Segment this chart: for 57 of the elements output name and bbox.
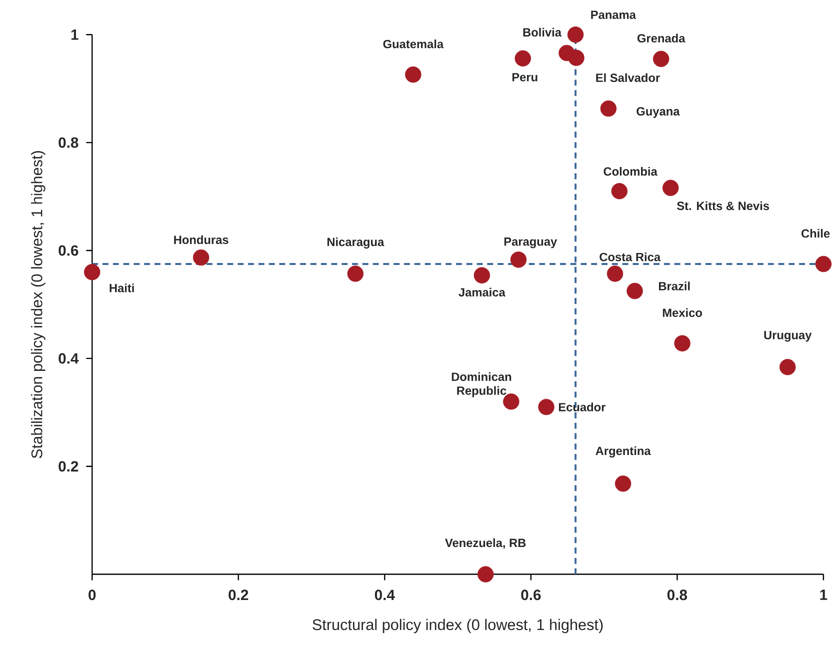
point (84, 264, 100, 280)
x-tick-label: 1 (820, 590, 828, 600)
point (600, 100, 617, 117)
annotation: Uruguay (764, 331, 812, 342)
point (652, 51, 670, 68)
point (674, 335, 690, 352)
point (815, 256, 832, 272)
point (474, 267, 490, 284)
point (567, 26, 584, 43)
annotation: Mexico (662, 308, 702, 318)
annotation: Jamaica (458, 288, 506, 297)
point (614, 476, 632, 492)
point (626, 283, 643, 300)
annotation: Venezuela, RB (445, 538, 526, 550)
annotation: Bolivia (523, 28, 562, 37)
point (405, 66, 422, 83)
point (347, 266, 364, 282)
annotation: Haiti (110, 284, 134, 293)
point (510, 252, 527, 268)
x-tick-label: 0.2 (228, 590, 248, 600)
point (514, 50, 531, 67)
annotation: Dominican Republic (452, 372, 512, 398)
annotation: Ecuador (558, 402, 606, 412)
y-tick-label: 0.2 (58, 461, 78, 472)
annotation: St. Kitts & Nevis (676, 202, 770, 210)
x-tick-label: 0.6 (521, 590, 541, 600)
x-tick-label: 0 (88, 590, 96, 600)
y-tick-label: 0.4 (58, 353, 79, 364)
y-tick-label: 0.6 (58, 245, 78, 256)
y-tick-label: 0.8 (58, 138, 78, 148)
annotation: El Salvador (596, 74, 660, 82)
annotation: Panama (591, 10, 636, 20)
annotation: Guatemala (383, 40, 444, 48)
annotation: Brazil (658, 282, 690, 291)
annotation: Colombia (604, 167, 658, 176)
point (568, 50, 584, 66)
point (606, 266, 624, 282)
y-axis-title: Stabilization policy index (0 lowest, 1 highest) (31, 151, 46, 458)
point (779, 359, 796, 376)
y-tick-label: 1 (71, 30, 78, 40)
x-tick-label: 0.4 (374, 590, 395, 600)
annotation: Paraguay (504, 238, 558, 248)
annotation: Peru (512, 73, 538, 82)
point (662, 180, 679, 196)
point (611, 183, 628, 200)
annotation: Costa Rica (600, 252, 661, 262)
x-tick-label: 0.8 (667, 590, 688, 600)
annotation: Honduras (174, 236, 228, 244)
annotation: Grenada (637, 34, 686, 43)
annotation: Argentina (596, 446, 651, 458)
x-axis-title: Structural policy index (0 lowest, 1 highest) (312, 619, 603, 634)
annotation: Nicaragua (327, 238, 384, 249)
annotation: Guyana (636, 107, 680, 118)
point (192, 250, 210, 266)
point (538, 399, 554, 416)
annotation: Chile (801, 229, 830, 238)
point (477, 566, 494, 583)
